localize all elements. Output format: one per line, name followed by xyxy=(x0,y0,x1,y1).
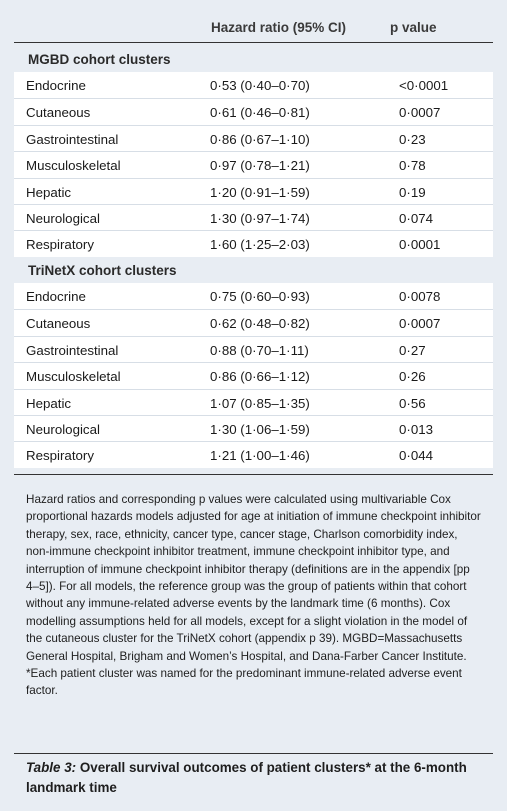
cluster-name: Gastrointestinal xyxy=(26,342,119,358)
p-value: 0·0078 xyxy=(399,289,441,304)
p-value: 0·26 xyxy=(399,369,426,385)
p-value: 0·56 xyxy=(399,395,426,411)
hazard-ratio-value: 0·86 (0·66–1·12) xyxy=(210,369,310,385)
group-band-trinetx: Endocrine 0·75 (0·60–0·93) 0·0078 Cutane… xyxy=(14,283,493,468)
hazard-ratio-value: 1·20 (0·91–1·59) xyxy=(210,184,310,200)
cluster-name: Endocrine xyxy=(26,289,86,304)
cluster-name: Gastrointestinal xyxy=(26,131,119,147)
table-row: Neurological 1·30 (1·06–1·59) 0·013 xyxy=(14,415,493,442)
p-value: 0·19 xyxy=(399,184,426,200)
table-row: Gastrointestinal 0·86 (0·67–1·10) 0·23 xyxy=(14,124,493,152)
cluster-name: Cutaneous xyxy=(26,105,91,121)
p-value: 0·27 xyxy=(399,342,426,358)
table-footnote: Hazard ratios and corresponding p values… xyxy=(26,491,484,700)
p-value: <0·0001 xyxy=(399,78,449,93)
cluster-name: Musculoskeletal xyxy=(26,369,121,385)
hazard-ratio-value: 1·60 (1·25–2·03) xyxy=(210,237,310,253)
cluster-name: Hepatic xyxy=(26,184,72,200)
caption-text: Overall survival outcomes of patient clu… xyxy=(26,760,467,795)
table-row: Cutaneous 0·62 (0·48–0·82) 0·0007 xyxy=(14,309,493,336)
cluster-name: Hepatic xyxy=(26,395,72,411)
table-bottom-rule xyxy=(14,474,493,475)
header-divider xyxy=(14,42,493,43)
table-row: Musculoskeletal 0·86 (0·66–1·12) 0·26 xyxy=(14,362,493,389)
cluster-name: Endocrine xyxy=(26,78,86,93)
hazard-ratio-value: 0·75 (0·60–0·93) xyxy=(210,289,310,304)
table-row: Respiratory 1·21 (1·00–1·46) 0·044 xyxy=(14,441,493,468)
table-row: Endocrine 0·53 (0·40–0·70) <0·0001 xyxy=(14,72,493,98)
hazard-ratio-value: 1·07 (0·85–1·35) xyxy=(210,395,310,411)
table-row: Hepatic 1·07 (0·85–1·35) 0·56 xyxy=(14,388,493,416)
table-row: Cutaneous 0·61 (0·46–0·81) 0·0007 xyxy=(14,98,493,125)
group-band-mgbd: Endocrine 0·53 (0·40–0·70) <0·0001 Cutan… xyxy=(14,72,493,257)
hazard-ratio-value: 0·61 (0·46–0·81) xyxy=(210,105,310,121)
table-row: Endocrine 0·75 (0·60–0·93) 0·0078 xyxy=(14,283,493,309)
table-header: Hazard ratio (95% CI) p value xyxy=(0,0,507,42)
hazard-ratio-value: 1·30 (1·06–1·59) xyxy=(210,422,310,437)
table-row: Gastrointestinal 0·88 (0·70–1·11) 0·27 xyxy=(14,335,493,363)
hazard-ratio-value: 0·97 (0·78–1·21) xyxy=(210,158,310,174)
table-row: Respiratory 1·60 (1·25–2·03) 0·0001 xyxy=(14,230,493,257)
cluster-name: Respiratory xyxy=(26,237,94,253)
cluster-name: Cutaneous xyxy=(26,316,91,332)
cluster-name: Respiratory xyxy=(26,448,94,464)
cluster-name: Neurological xyxy=(26,211,100,226)
footnote-text: Hazard ratios and corresponding p values… xyxy=(26,493,481,663)
p-value: 0·044 xyxy=(399,448,434,464)
hazard-ratio-value: 1·21 (1·00–1·46) xyxy=(210,448,310,464)
hazard-ratio-value: 0·88 (0·70–1·11) xyxy=(210,342,309,358)
p-value: 0·0007 xyxy=(399,316,441,332)
footnote-star-text: *Each patient cluster was named for the … xyxy=(26,667,462,698)
table-caption: Table 3: Overall survival outcomes of pa… xyxy=(26,758,486,798)
p-value: 0·23 xyxy=(399,131,426,147)
caption-rule xyxy=(14,753,493,754)
p-value: 0·074 xyxy=(399,211,434,226)
hazard-ratio-value: 1·30 (0·97–1·74) xyxy=(210,211,310,226)
p-value: 0·78 xyxy=(399,158,426,174)
p-value: 0·0007 xyxy=(399,105,441,121)
table-row: Hepatic 1·20 (0·91–1·59) 0·19 xyxy=(14,177,493,205)
table-row: Neurological 1·30 (0·97–1·74) 0·074 xyxy=(14,204,493,231)
p-value: 0·0001 xyxy=(399,237,441,253)
hazard-ratio-value: 0·62 (0·48–0·82) xyxy=(210,316,310,332)
table-row: Musculoskeletal 0·97 (0·78–1·21) 0·78 xyxy=(14,151,493,178)
p-value: 0·013 xyxy=(399,422,434,437)
column-header-hazard-ratio: Hazard ratio (95% CI) xyxy=(211,20,347,35)
cluster-name: Neurological xyxy=(26,422,100,437)
column-header-p-value: p value xyxy=(390,20,437,35)
group-title-mgbd: MGBD cohort clusters xyxy=(28,52,171,67)
group-title-trinetx: TriNetX cohort clusters xyxy=(28,263,177,278)
cluster-name: Musculoskeletal xyxy=(26,158,121,174)
hazard-ratio-value: 0·53 (0·40–0·70) xyxy=(210,78,310,93)
hazard-ratio-value: 0·86 (0·67–1·10) xyxy=(210,131,310,147)
caption-label: Table 3: xyxy=(26,760,77,775)
